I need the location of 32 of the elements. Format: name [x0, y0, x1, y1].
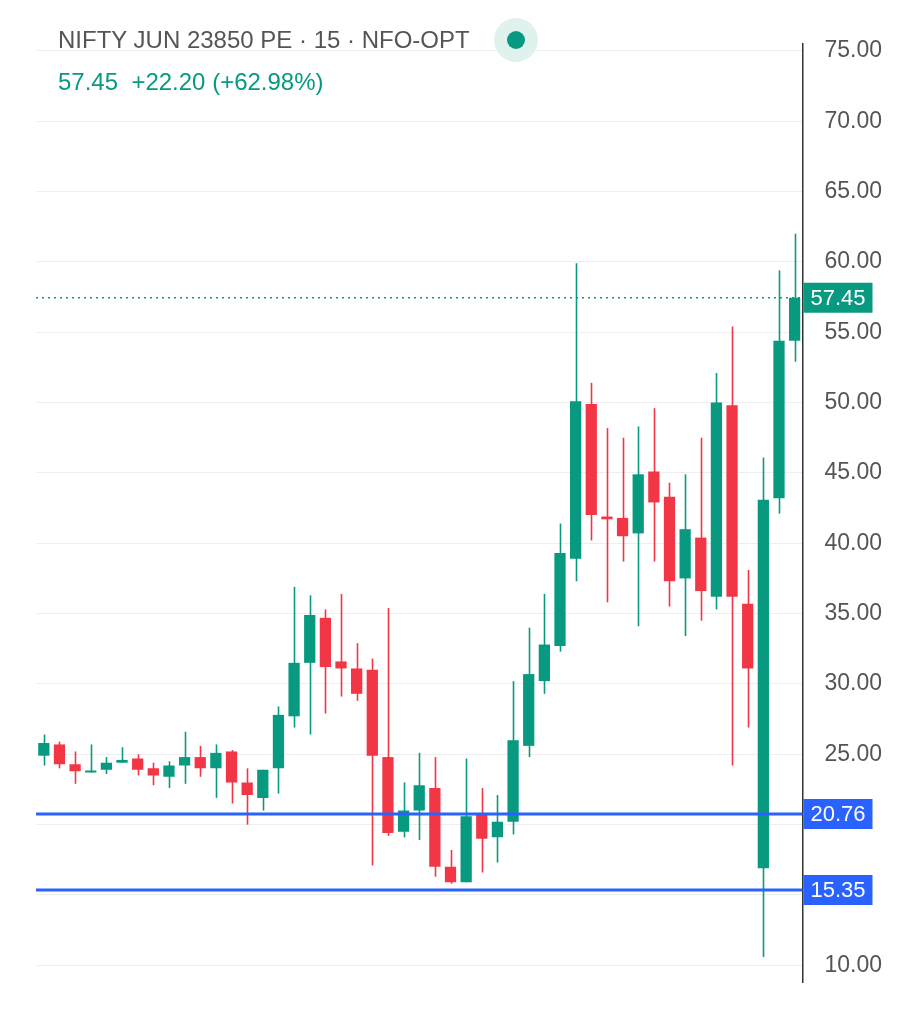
candlestick: [163, 760, 175, 789]
y-tick-label: 30.00: [824, 669, 883, 696]
y-tick-label: 40.00: [824, 528, 883, 555]
candlestick: [132, 753, 144, 777]
candlestick: [335, 593, 347, 698]
candlestick: [210, 743, 222, 799]
text: 57.45 +22.20 (+62.98%): [58, 68, 324, 96]
chart-title: NIFTY JUN 23850 PE · 15 · NFO-OPT: [58, 26, 470, 54]
candlestick: [69, 750, 81, 785]
candlestick: [178, 730, 191, 785]
y-tick-label: 25.00: [824, 739, 883, 766]
candlestick: [85, 743, 97, 774]
candlestick: [194, 745, 206, 778]
y-tick-label: 10.00: [824, 950, 883, 977]
y-tick-label: 60.00: [824, 247, 883, 274]
ref-line-label: 15.35: [810, 877, 866, 903]
y-tick-label: 50.00: [824, 387, 883, 414]
candlestick: [616, 436, 629, 563]
y-tick-label: 55.00: [824, 317, 883, 344]
candlestick: [444, 849, 457, 885]
ref-line-label: 20.76: [810, 801, 866, 826]
y-tick-label: 45.00: [824, 458, 883, 485]
y-tick-label: 35.00: [824, 598, 883, 625]
candlestick: [38, 733, 50, 767]
candlestick: [491, 794, 504, 864]
candlestick: [53, 740, 66, 770]
candlestick: [241, 767, 253, 826]
candlestick: [147, 761, 159, 787]
ref-line-label: 57.45: [810, 284, 866, 310]
y-tick-label: 70.00: [824, 106, 883, 133]
y-tick-label: 65.00: [824, 176, 883, 203]
y-tick-label: 75.00: [824, 36, 883, 63]
